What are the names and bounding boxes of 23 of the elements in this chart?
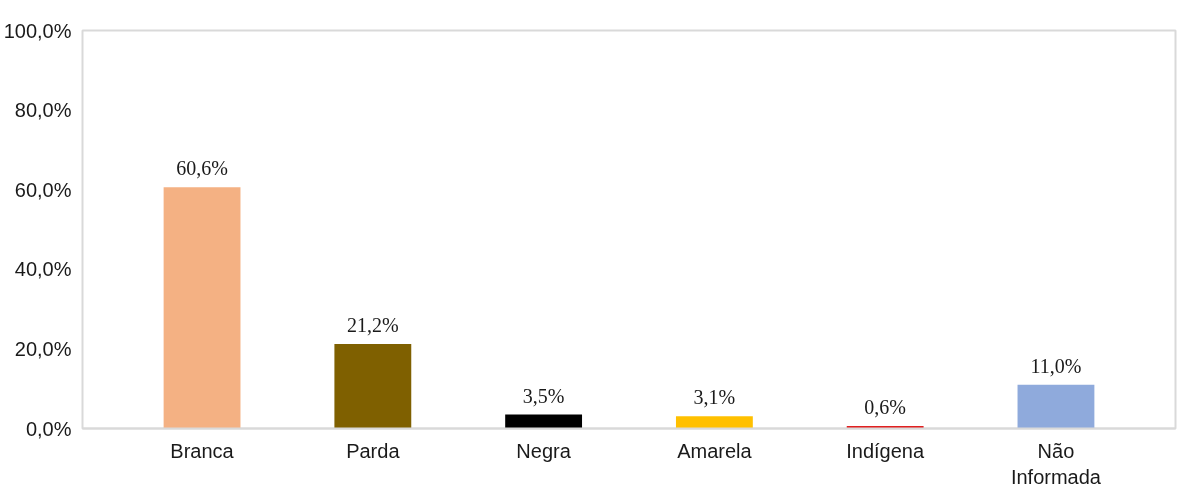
y-tick-label: 0,0%	[25, 417, 72, 440]
bar	[1017, 384, 1095, 429]
data-label: 0,6%	[864, 396, 907, 419]
y-tick-label: 20,0%	[14, 337, 72, 360]
x-tick-label: Indígena	[846, 439, 925, 462]
bar	[505, 414, 583, 429]
x-tick-label: Negra	[516, 439, 572, 462]
x-tick-label: Branca	[170, 439, 235, 462]
x-tick-label: Amarela	[677, 439, 753, 462]
bar	[334, 344, 412, 429]
data-label: 3,5%	[522, 384, 565, 407]
y-tick-label: 60,0%	[14, 178, 72, 201]
y-tick-label: 40,0%	[14, 258, 72, 281]
x-tick-label: Parda	[346, 439, 401, 462]
y-tick-label: 80,0%	[14, 99, 72, 122]
y-tick-label: 100,0%	[3, 19, 72, 42]
data-label: 3,1%	[693, 386, 736, 409]
data-label: 21,2%	[347, 314, 399, 337]
data-label: 11,0%	[1030, 354, 1082, 377]
data-label: 60,6%	[176, 157, 228, 180]
x-tick-label: Não Informada	[1010, 439, 1102, 488]
bar	[675, 416, 753, 429]
bar	[163, 187, 241, 429]
